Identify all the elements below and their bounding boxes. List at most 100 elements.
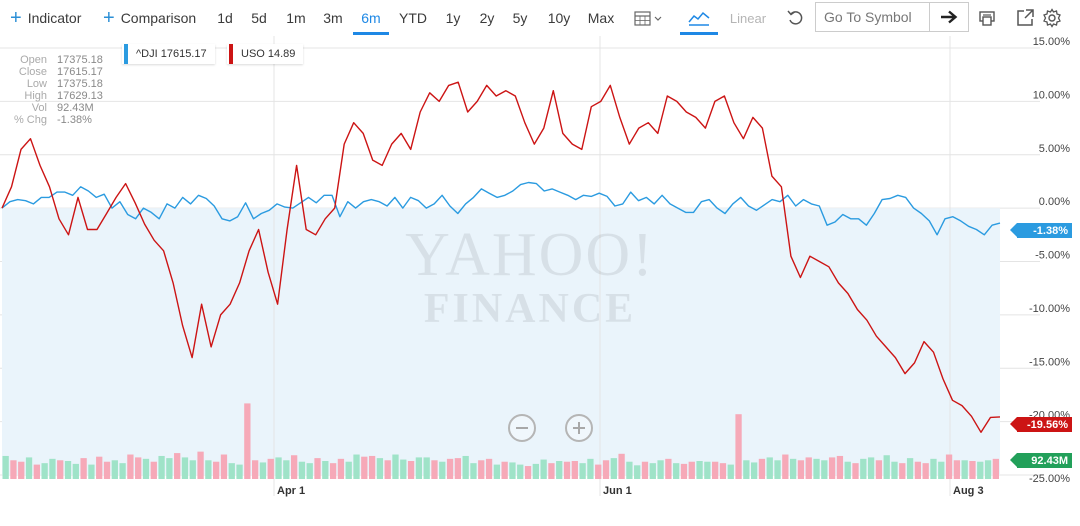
add-indicator-button[interactable]: + Indicator [10, 0, 81, 36]
volume-bar [236, 464, 243, 479]
zoom-out-button[interactable] [508, 414, 536, 442]
ohlc-key: Close [18, 66, 47, 78]
zoom-in-button[interactable] [565, 414, 593, 442]
volume-bar [72, 463, 79, 479]
volume-bar [680, 463, 688, 479]
range-1y[interactable]: 1y [445, 10, 461, 26]
range-max[interactable]: Max [587, 10, 615, 26]
chevron-down-icon [654, 16, 662, 21]
volume-bar [267, 458, 274, 479]
volume-bar [961, 460, 968, 479]
volume-bar [828, 457, 836, 479]
minus-icon [516, 427, 528, 429]
ohlc-row: Open 17375.18 [6, 54, 103, 66]
volume-bar [626, 461, 633, 479]
volume-bar [361, 456, 368, 479]
volume-bar [727, 464, 734, 479]
date-range-button[interactable] [632, 0, 666, 36]
range-6m[interactable]: 6m [353, 0, 389, 36]
volume-bar [899, 463, 906, 479]
dji-change-tag: -1.38% [1010, 223, 1072, 238]
volume-bar [329, 463, 337, 479]
volume-bar [298, 461, 306, 479]
chart-area[interactable]: 15.00% 10.00% 5.00% 0.00% -5.00% -10.00% -15.0… [0, 36, 1080, 526]
range-ytd[interactable]: YTD [399, 10, 427, 26]
plus-icon: + [103, 7, 115, 29]
range-5y[interactable]: 5y [512, 10, 528, 26]
volume-bar [384, 460, 391, 479]
scale-toggle[interactable]: Linear [729, 10, 767, 26]
uso-line [1, 81, 1001, 433]
volume-bar [860, 458, 867, 479]
volume-bar [579, 463, 586, 479]
volume-bar [415, 457, 423, 479]
range-1m[interactable]: 1m [286, 10, 306, 26]
legend-dji[interactable]: ^DJI 17615.17 [122, 44, 215, 64]
volume-bar [688, 461, 695, 479]
dji-swatch [124, 44, 128, 64]
volume-bar [556, 461, 563, 479]
range-10y[interactable]: 10y [547, 10, 571, 26]
volume-bar [111, 460, 118, 479]
volume-bar [423, 457, 430, 479]
volume-bar [883, 455, 890, 479]
arrow-right-icon [941, 10, 958, 24]
volume-bar [314, 458, 321, 479]
y-tick-label: -25.00% [1029, 473, 1070, 485]
y-tick-label: 15.00% [1033, 36, 1071, 48]
volume-bar [142, 458, 150, 479]
settings-button[interactable] [1041, 0, 1063, 36]
ohlc-row: Vol 92.43M [6, 102, 103, 114]
baseline-area [2, 208, 1000, 475]
volume-bar [540, 459, 547, 479]
legend-uso[interactable]: USO 14.89 [227, 44, 304, 64]
chart-type-button[interactable] [680, 0, 718, 36]
volume-bar [376, 458, 384, 479]
volume-bar [220, 454, 228, 479]
ohlc-value: 17615.17 [57, 66, 103, 78]
volume-bar [49, 458, 56, 479]
volume-bar [618, 453, 625, 479]
volume-bar [532, 463, 539, 479]
volume-bar [252, 460, 259, 479]
go-to-symbol-input[interactable] [815, 2, 929, 32]
ohlc-key: % Chg [13, 114, 47, 126]
add-comparison-button[interactable]: + Comparison [103, 0, 196, 36]
volume-bar [353, 454, 360, 479]
reset-button[interactable] [783, 0, 807, 36]
volume-bar [25, 457, 33, 479]
volume-bar [649, 463, 656, 479]
volume-bar [470, 463, 477, 479]
volume-bar [454, 458, 462, 479]
ohlc-panel: Open 17375.18 Close 17615.17 Low 17375.18 H… [6, 54, 103, 126]
volume-bar [805, 457, 812, 479]
print-button[interactable] [975, 0, 999, 36]
range-1d[interactable]: 1d [217, 10, 233, 26]
range-2y[interactable]: 2y [479, 10, 495, 26]
range-5d[interactable]: 5d [251, 10, 267, 26]
volume-bar [634, 465, 641, 479]
ohlc-value: 17375.18 [57, 78, 103, 90]
volume-bar [789, 458, 797, 479]
y-tick-label: 10.00% [1033, 89, 1071, 101]
fullscreen-button[interactable] [1013, 0, 1037, 36]
volume-bar [446, 458, 454, 479]
volume-bar [181, 457, 189, 479]
x-tick-label: Aug 3 [953, 485, 984, 497]
volume-bar [57, 460, 64, 479]
volume-bar [696, 461, 703, 479]
calendar-icon [634, 11, 662, 26]
volume-bar [844, 461, 851, 479]
volume-bar [431, 460, 438, 479]
volume-bar [189, 460, 196, 479]
volume-bar [509, 462, 516, 479]
volume-bar [306, 463, 313, 479]
volume-bar [548, 463, 555, 479]
range-3m[interactable]: 3m [323, 10, 343, 26]
volume-bar [751, 462, 758, 479]
go-button[interactable] [929, 2, 969, 32]
volume-bar [103, 461, 111, 479]
ohlc-value: 17375.18 [57, 54, 103, 66]
volume-bar [984, 460, 992, 479]
volume-bar [875, 460, 883, 479]
